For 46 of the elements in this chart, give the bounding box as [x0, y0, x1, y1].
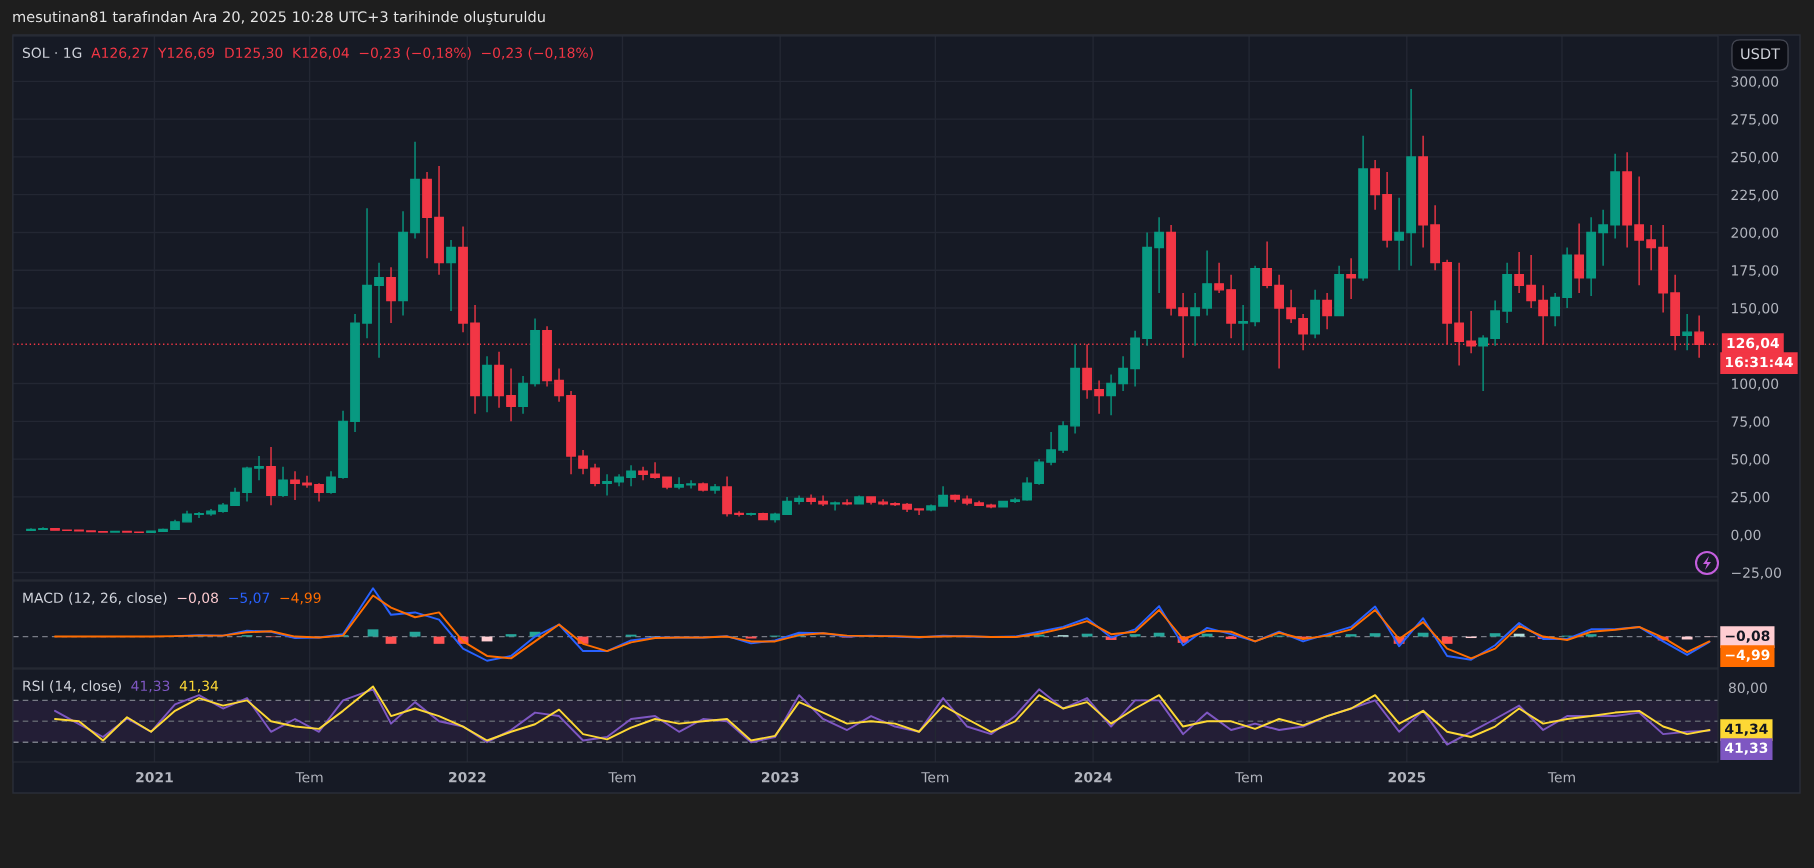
y-tick-label: 75,00: [1731, 416, 1770, 429]
x-tick-label: Tem: [295, 772, 323, 783]
annotation: D125,30: [225, 47, 283, 60]
x-tick-label: 2021: [136, 771, 173, 783]
text: SOL · 1G: [22, 47, 82, 59]
y-tick-label: 250,00: [1731, 151, 1779, 164]
y-tick-label: 100,00: [1732, 378, 1779, 391]
chart-title: mesutinan81 tarafından Ara 20, 2025 10:28 UTC+3 tarihinde oluşturuldu: [13, 10, 545, 25]
y-tick-label: 50,00: [1731, 454, 1770, 466]
x-tick-label: 2022: [449, 771, 486, 783]
text: 80,00: [1728, 682, 1767, 695]
ref-line-label: 126,04: [1727, 337, 1779, 351]
y-tick-label: −25,00: [1731, 567, 1781, 580]
chart-title: MACD (12, 26, close): [23, 592, 167, 605]
y-tick-label: 25,00: [1731, 491, 1770, 504]
x-tick-label: 2024: [1074, 771, 1112, 783]
annotation: −5,07: [229, 592, 270, 605]
y-tick-label: 175,00: [1732, 265, 1779, 278]
x-tick-label: Tem: [608, 772, 636, 783]
annotation: 41,33: [131, 680, 170, 693]
annotation: −0,23 (−0,18%): [481, 47, 593, 60]
annotation: 16:31:44: [1725, 356, 1793, 368]
y-tick-label: 275,00: [1731, 114, 1779, 126]
annotation: Y126,69: [157, 47, 215, 60]
annotation: A126,27: [91, 47, 149, 60]
chart-title: RSI (14, close): [23, 680, 121, 693]
y-tick-label: 150,00: [1732, 302, 1779, 315]
y-tick-label: 225,00: [1731, 189, 1779, 202]
annotation: −0,08: [177, 592, 218, 605]
annotation: 41,33: [1725, 742, 1768, 755]
annotation: −0,08: [1725, 630, 1770, 643]
x-tick-label: 2023: [761, 771, 799, 783]
annotation: −0,23 (−0,18%): [359, 47, 471, 60]
x-tick-label: Tem: [1234, 772, 1263, 783]
annotation: 41,34: [179, 680, 219, 693]
x-tick-label: Tem: [1547, 772, 1575, 783]
annotation: −4,99: [280, 592, 321, 605]
y-tick-label: 300,00: [1731, 76, 1779, 89]
y-tick-label: 200,00: [1731, 227, 1779, 240]
x-tick-label: 2025: [1388, 771, 1426, 783]
y-tick-label: 0,00: [1731, 529, 1761, 542]
annotation: 41,34: [1725, 723, 1768, 736]
y-axis-title: USDT: [1741, 48, 1781, 60]
annotation: −4,99: [1725, 649, 1770, 662]
annotation: K126,04: [293, 47, 349, 60]
x-tick-label: Tem: [921, 772, 949, 783]
